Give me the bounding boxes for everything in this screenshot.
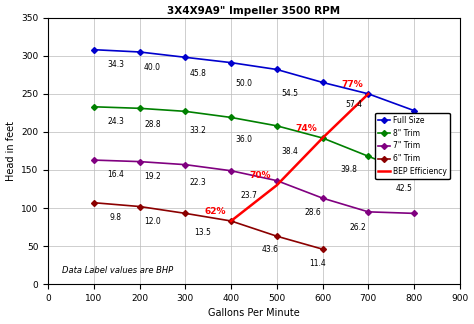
Text: 36.0: 36.0 — [236, 135, 252, 144]
Line: 7" Trim: 7" Trim — [92, 158, 416, 215]
Text: 23.7: 23.7 — [240, 191, 257, 200]
Full Size — [182, 55, 188, 59]
Text: 45.8: 45.8 — [190, 69, 207, 78]
Text: 62%: 62% — [204, 207, 226, 216]
Y-axis label: Head in feet: Head in feet — [6, 121, 16, 181]
Full Size — [365, 92, 371, 96]
8" Trim — [91, 105, 97, 109]
Full Size — [228, 61, 234, 64]
7" Trim — [411, 212, 417, 215]
BEP Efficiency — [365, 92, 371, 96]
8" Trim — [365, 154, 371, 158]
Text: 33.2: 33.2 — [190, 126, 207, 135]
Line: BEP Efficiency: BEP Efficiency — [231, 94, 368, 221]
Text: 39.8: 39.8 — [341, 166, 357, 174]
Text: 16.4: 16.4 — [107, 170, 124, 179]
Text: 77%: 77% — [341, 79, 363, 88]
6" Trim — [182, 212, 188, 215]
Text: 40.0: 40.0 — [144, 64, 161, 72]
6" Trim — [274, 234, 280, 238]
Text: 74%: 74% — [295, 124, 317, 133]
Line: 6" Trim: 6" Trim — [92, 201, 325, 251]
7" Trim — [320, 196, 326, 200]
Text: 11.4: 11.4 — [310, 259, 327, 268]
Full Size — [137, 50, 142, 54]
Text: Data Label values are BHP: Data Label values are BHP — [62, 266, 173, 275]
Text: 28.6: 28.6 — [304, 208, 321, 217]
X-axis label: Gallons Per Minute: Gallons Per Minute — [208, 308, 300, 318]
6" Trim — [320, 247, 326, 251]
BEP Efficiency — [228, 219, 234, 223]
Text: 38.4: 38.4 — [281, 147, 298, 156]
Text: 57.4: 57.4 — [345, 100, 362, 109]
7" Trim — [137, 160, 142, 164]
Text: 50.0: 50.0 — [236, 79, 252, 87]
8" Trim — [228, 115, 234, 119]
Text: 12.0: 12.0 — [144, 217, 161, 226]
Full Size — [320, 80, 326, 84]
BEP Efficiency — [274, 183, 280, 187]
7" Trim — [182, 163, 188, 167]
Title: 3X4X9A9" Impeller 3500 RPM: 3X4X9A9" Impeller 3500 RPM — [167, 6, 340, 16]
8" Trim — [320, 136, 326, 140]
7" Trim — [228, 169, 234, 173]
6" Trim — [91, 201, 97, 205]
8" Trim — [411, 173, 417, 177]
Text: 19.2: 19.2 — [144, 172, 161, 181]
6" Trim — [228, 219, 234, 223]
8" Trim — [137, 106, 142, 110]
Text: 54.5: 54.5 — [281, 89, 298, 98]
8" Trim — [274, 124, 280, 128]
7" Trim — [365, 210, 371, 214]
Text: 70%: 70% — [250, 171, 271, 180]
Legend: Full Size, 8" Trim, 7" Trim, 6" Trim, BEP Efficiency: Full Size, 8" Trim, 7" Trim, 6" Trim, BE… — [375, 113, 450, 179]
7" Trim — [274, 179, 280, 183]
Text: 42.5: 42.5 — [396, 184, 412, 193]
Text: 13.5: 13.5 — [194, 228, 211, 237]
Text: 9.8: 9.8 — [110, 213, 122, 222]
Line: 8" Trim: 8" Trim — [92, 105, 416, 177]
Text: 26.2: 26.2 — [350, 223, 366, 232]
Full Size — [274, 67, 280, 71]
Line: Full Size: Full Size — [92, 48, 416, 113]
Full Size — [411, 109, 417, 112]
6" Trim — [137, 204, 142, 208]
BEP Efficiency — [320, 136, 326, 140]
Text: 43.6: 43.6 — [262, 245, 278, 254]
Text: 34.3: 34.3 — [107, 60, 124, 69]
Full Size — [91, 48, 97, 52]
7" Trim — [91, 158, 97, 162]
Text: 22.3: 22.3 — [190, 178, 207, 187]
Text: 28.8: 28.8 — [144, 120, 161, 129]
8" Trim — [182, 110, 188, 113]
Text: 24.3: 24.3 — [107, 117, 124, 126]
Text: 60.9: 60.9 — [395, 118, 412, 127]
